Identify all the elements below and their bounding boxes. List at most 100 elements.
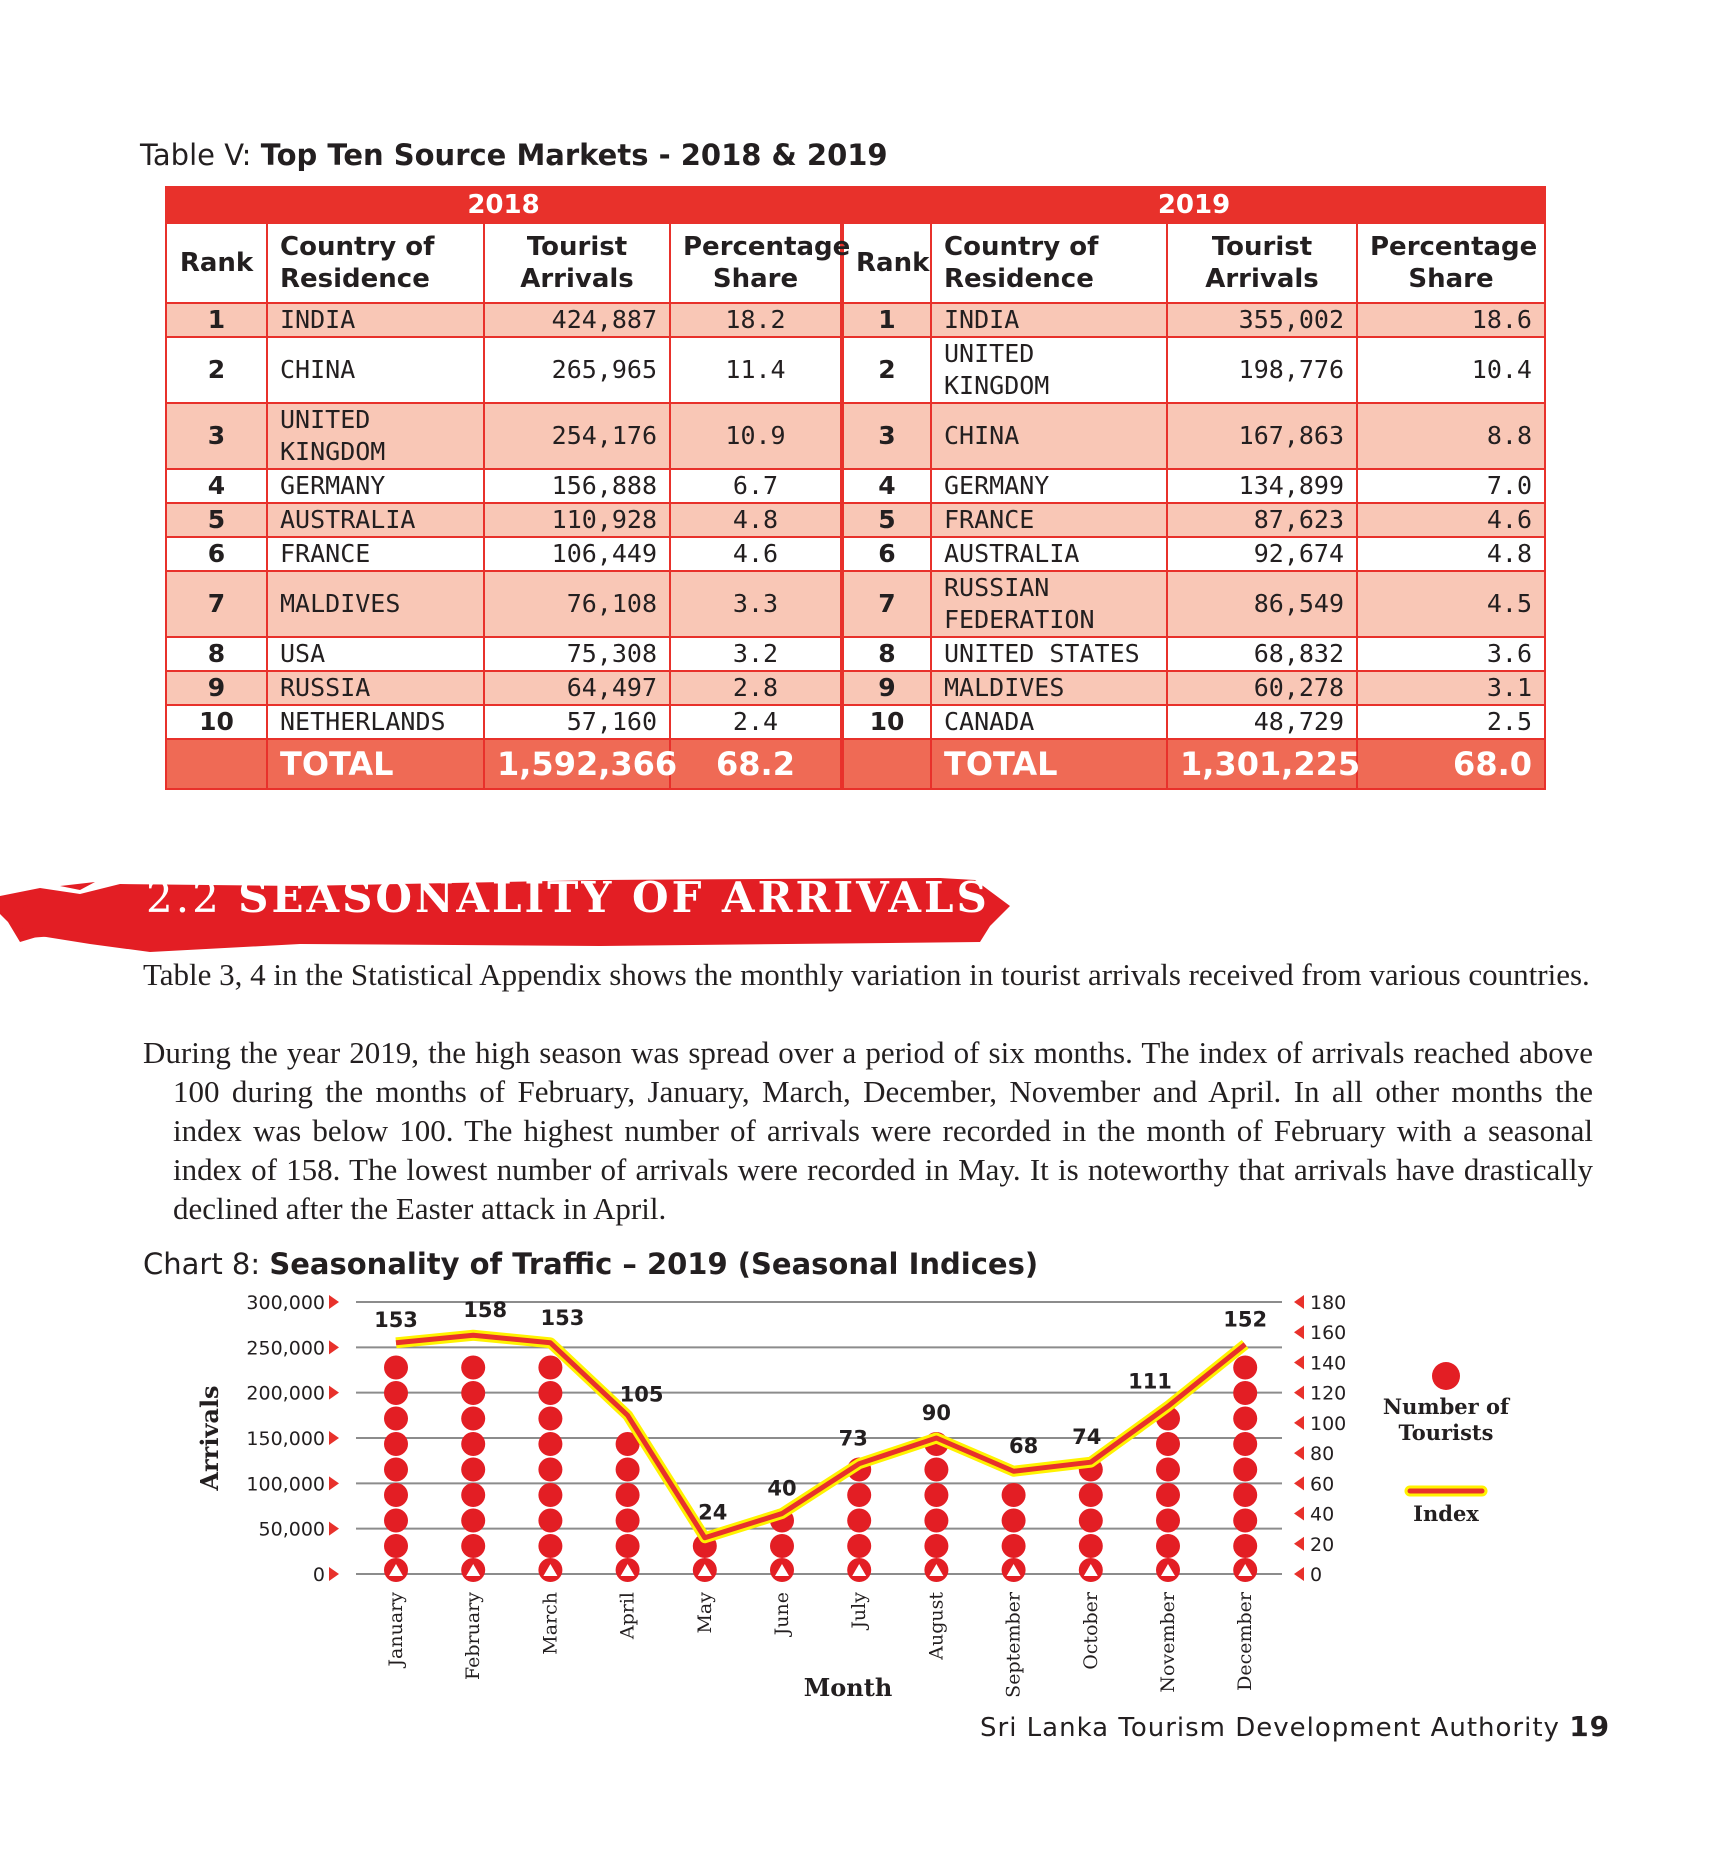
tourist-dot	[1156, 1406, 1180, 1431]
tourist-dot	[615, 1483, 640, 1507]
total-label: TOTAL	[930, 738, 1168, 790]
tourist-dot	[538, 1432, 563, 1456]
tourist-dot	[1233, 1508, 1258, 1533]
triangle-icon	[852, 1564, 867, 1576]
year-header-2019: 2019	[840, 186, 1546, 224]
arrivals-cell: 254,176	[483, 402, 671, 470]
tourist-dot	[1078, 1508, 1103, 1533]
tourist-dot	[847, 1508, 872, 1533]
country-cell: FRANCE	[266, 536, 485, 572]
y-right-tick-label: 40	[1310, 1504, 1334, 1526]
tourist-dot	[615, 1508, 640, 1533]
arrivals-cell: 110,928	[483, 502, 671, 538]
index-data-label: 90	[922, 1401, 951, 1425]
tourist-dot	[461, 1432, 486, 1456]
tourist-dot	[1078, 1483, 1103, 1507]
table-caption: Table V: Top Ten Source Markets - 2018 &…	[140, 138, 888, 172]
tick-arrow-icon	[329, 1476, 339, 1491]
x-tick-label: April	[617, 1592, 639, 1640]
tourist-dot	[384, 1406, 408, 1431]
tourist-dot	[1233, 1406, 1258, 1431]
tourist-dot	[1001, 1508, 1026, 1533]
x-tick-label: February	[462, 1592, 484, 1680]
base-marker	[615, 1558, 640, 1582]
arrivals-header: Tourist Arrivals	[1166, 222, 1358, 304]
tick-arrow-icon	[1294, 1355, 1304, 1370]
index-line-glow	[395, 1329, 1249, 1544]
arrivals-cell: 75,308	[483, 636, 671, 672]
country-cell: FRANCE	[930, 502, 1168, 538]
legend-dot-icon	[1432, 1362, 1460, 1390]
arrivals-cell: 198,776	[1166, 336, 1358, 404]
triangle-icon	[466, 1564, 481, 1576]
tourist-dot	[461, 1508, 486, 1533]
index-data-label: 105	[620, 1382, 664, 1406]
section-banner	[0, 878, 1010, 952]
tick-arrow-icon	[329, 1295, 339, 1309]
x-tick-label: December	[1234, 1591, 1256, 1691]
total-blank	[840, 738, 932, 790]
arrivals-cell: 86,549	[1166, 570, 1358, 638]
tourist-dot	[1001, 1534, 1026, 1558]
index-data-label: 74	[1072, 1425, 1101, 1449]
share-cell: 6.7	[669, 468, 843, 504]
tourist-dot	[1156, 1534, 1180, 1558]
rank-header: Rank	[165, 222, 268, 304]
base-marker	[692, 1558, 717, 1582]
rank-cell: 4	[165, 468, 268, 504]
tick-arrow-icon	[1294, 1567, 1304, 1581]
base-marker	[1156, 1558, 1180, 1582]
y-right-tick-label: 20	[1310, 1534, 1334, 1556]
country-cell: RUSSIAN FEDERATION	[930, 570, 1168, 638]
arrivals-cell: 60,278	[1166, 670, 1358, 706]
arrivals-cell: 57,160	[483, 704, 671, 740]
tick-arrow-icon	[329, 1521, 339, 1536]
share-cell: 2.5	[1356, 704, 1546, 740]
base-marker	[1001, 1558, 1026, 1582]
tourist-dot	[1156, 1432, 1180, 1456]
tourist-dot	[615, 1534, 640, 1558]
rank-cell: 6	[165, 536, 268, 572]
tourist-dot	[461, 1381, 486, 1405]
x-tick-label: June	[771, 1592, 793, 1637]
country-cell: UNITED KINGDOM	[266, 402, 485, 470]
brush-stroke-shape	[0, 878, 1010, 952]
rank-cell: 5	[165, 502, 268, 538]
triangle-icon	[1161, 1564, 1175, 1576]
y-left-tick-label: 0	[313, 1564, 325, 1586]
chart-caption: Chart 8: Seasonality of Traffic – 2019 (…	[143, 1247, 1038, 1281]
source-markets-table: 2018 2019 Rank Country of Residence Tourist…	[165, 186, 1546, 790]
country-cell: CHINA	[266, 336, 485, 404]
rank-cell: 3	[840, 402, 932, 470]
tick-arrow-icon	[329, 1431, 339, 1445]
tourist-dot	[1233, 1483, 1258, 1507]
base-marker	[924, 1558, 949, 1582]
index-data-label: 158	[463, 1298, 507, 1322]
country-cell: INDIA	[266, 302, 485, 338]
tourist-dot	[924, 1432, 949, 1456]
country-cell: GERMANY	[266, 468, 485, 504]
tick-arrow-icon	[329, 1567, 339, 1581]
rank-cell: 8	[840, 636, 932, 672]
tourist-dot	[538, 1508, 563, 1533]
country-cell: RUSSIA	[266, 670, 485, 706]
y-right-tick-label: 140	[1310, 1352, 1346, 1374]
table-row: 6 FRANCE 106,449 4.6 6 AUSTRALIA 92,674 4.8	[165, 536, 1546, 572]
chart-caption-prefix: Chart 8:	[143, 1247, 261, 1281]
total-row: TOTAL 1,592,366 68.2 TOTAL 1,301,225 68.0	[165, 738, 1546, 790]
arrivals-header: Tourist Arrivals	[483, 222, 671, 304]
x-tick-label: August	[925, 1592, 947, 1661]
y-right-tick-label: 160	[1310, 1322, 1346, 1344]
base-marker	[847, 1558, 872, 1582]
tourist-dot	[538, 1457, 563, 1482]
index-data-label: 24	[698, 1501, 727, 1525]
tick-arrow-icon	[1294, 1295, 1304, 1309]
tourist-dot	[384, 1432, 408, 1456]
share-cell: 8.8	[1356, 402, 1546, 470]
y-right-tick-label: 100	[1310, 1413, 1346, 1435]
arrivals-cell: 68,832	[1166, 636, 1358, 672]
x-tick-label: May	[694, 1592, 716, 1634]
share-cell: 4.8	[1356, 536, 1546, 572]
y-left-tick-label: 50,000	[259, 1519, 325, 1541]
share-cell: 4.6	[1356, 502, 1546, 538]
